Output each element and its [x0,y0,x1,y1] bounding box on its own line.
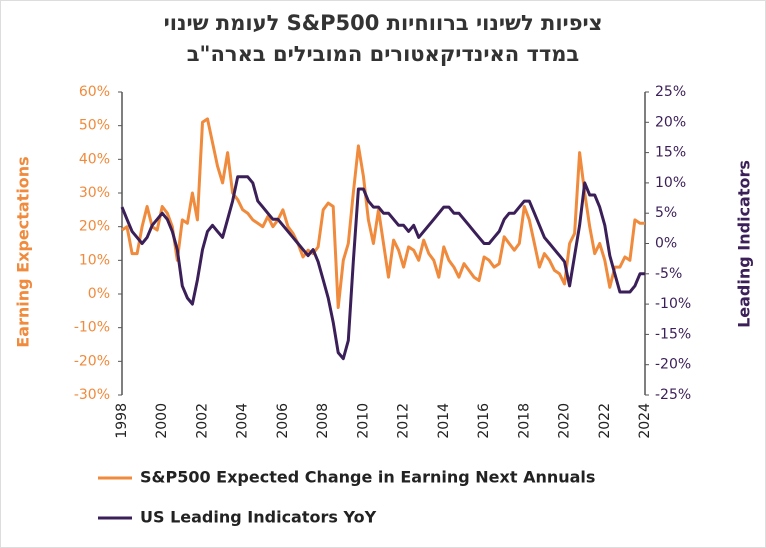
y-tick-label: 30% [79,185,110,201]
x-tick-label: 2018 [516,403,532,439]
x-tick-label: 2024 [637,403,653,439]
y2-tick-label: -10% [655,296,691,312]
y-tick-label: 0% [88,286,110,302]
y2-tick-label: 10% [655,175,686,191]
y2-tick-label: -5% [655,266,682,282]
x-tick-label: 2020 [557,403,573,439]
x-tick-label: 2000 [154,403,170,439]
x-tick-label: 2002 [194,403,210,439]
x-tick-label: 1998 [114,403,130,439]
y2-tick-label: 0% [655,236,677,252]
x-tick-label: 2022 [597,403,613,439]
y-tick-label: -20% [74,353,110,369]
y2-tick-label: 20% [655,114,686,130]
y2-tick-label: -15% [655,326,691,342]
chart-title: ציפיות לשינוי ברווחיות S&P500 לעומת שינו… [164,11,603,35]
x-tick-label: 2006 [275,403,291,439]
y-tick-label: -10% [74,320,110,336]
y2-tick-label: 5% [655,205,677,221]
series-line [120,175,645,361]
y-axis-label: Earning Expectations [14,156,33,347]
x-tick-label: 2010 [355,403,371,439]
y-tick-label: 20% [79,219,110,235]
y-tick-label: 50% [79,118,110,134]
y2-axis-label: Leading Indicators [735,160,754,328]
legend-label: S&P500 Expected Change in Earning Next A… [140,468,595,487]
y2-tick-label: -20% [655,357,691,373]
x-tick-label: 2016 [476,403,492,439]
series-line [121,117,645,309]
x-tick-label: 2008 [315,403,331,439]
y-tick-label: 40% [79,151,110,167]
y-tick-label: 10% [79,252,110,268]
y-tick-label: -30% [74,387,110,403]
y2-tick-label: -25% [655,387,691,403]
chart-title: במדד האינדיקאטורים המובילים בארה"ב [187,42,580,66]
x-tick-label: 2004 [235,403,251,439]
x-tick-label: 2014 [436,403,452,439]
y-tick-label: 60% [79,84,110,100]
y2-tick-label: 15% [655,145,686,161]
legend-label: US Leading Indicators YoY [140,508,377,527]
y2-tick-label: 25% [655,84,686,100]
x-tick-label: 2012 [396,403,412,439]
